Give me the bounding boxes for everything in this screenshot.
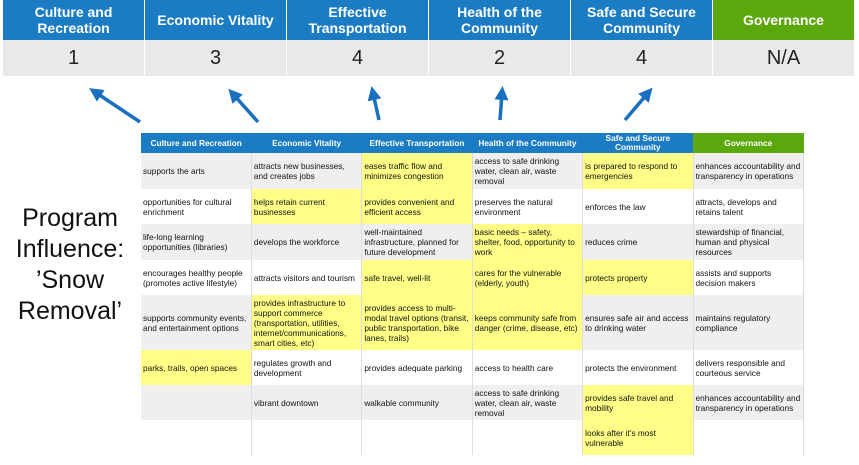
- table-cell: reduces crime: [582, 224, 694, 260]
- summary-value: 4: [571, 40, 713, 76]
- summary-header: Culture and Recreation: [3, 0, 145, 40]
- table-cell: attracts new businesses, and creates job…: [251, 153, 363, 189]
- table-cell: supports the arts: [141, 153, 252, 189]
- column-header: Culture and Recreation: [141, 133, 252, 153]
- table-cell: provides adequate parking: [361, 350, 473, 385]
- table-cell: [141, 385, 252, 420]
- table-cell: [251, 420, 363, 455]
- table-cell: protects property: [582, 260, 694, 295]
- table-cell: life-long learning opportunities (librar…: [141, 224, 252, 260]
- table-cell: provides access to multi-modal travel op…: [361, 295, 473, 350]
- table-cell: eases traffic flow and minimizes congest…: [361, 153, 473, 189]
- table-row: supports the arts attracts new businesses…: [141, 153, 805, 189]
- table-cell: opportunities for cultural enrichment: [141, 189, 252, 224]
- table-cell: supports community events, and entertain…: [141, 295, 252, 350]
- summary-header: Governance: [713, 0, 855, 40]
- summary-header: Safe and Secure Community: [571, 0, 713, 40]
- table-cell: attracts, develops and retains talent: [693, 189, 805, 224]
- arrow-icon: [623, 87, 653, 122]
- table-cell: assists and supports decision makers: [693, 260, 805, 295]
- table-cell: [693, 420, 805, 455]
- table-cell: maintains regulatory compliance: [693, 295, 805, 350]
- table-row: vibrant downtown walkable community access…: [141, 385, 805, 420]
- table-cell: enhances accountability and transparency…: [693, 153, 805, 189]
- table-cell: encourages healthy people (promotes acti…: [141, 260, 252, 295]
- table-row: life-long learning opportunities (librar…: [141, 224, 805, 260]
- summary-value: 4: [287, 40, 429, 76]
- summary-value: 2: [429, 40, 571, 76]
- table-row: encourages healthy people (promotes acti…: [141, 260, 805, 295]
- arrow-icon: [228, 88, 260, 124]
- table-cell: is prepared to respond to emergencies: [582, 153, 694, 189]
- table-cell: looks after it's most vulnerable: [582, 420, 694, 455]
- table-cell: enforces the law: [582, 189, 694, 224]
- table-row: looks after it's most vulnerable: [141, 420, 805, 455]
- arrow-icon: [494, 86, 509, 121]
- influence-table: Culture and Recreation Economic Vitality E…: [141, 133, 805, 455]
- table-cell: cares for the vulnerable (elderly, youth…: [472, 260, 584, 295]
- table-cell: preserves the natural environment: [472, 189, 584, 224]
- table-cell: ensures safe air and access to drinking …: [582, 295, 694, 350]
- summary-value: N/A: [713, 40, 855, 76]
- table-row: opportunities for cultural enrichment hel…: [141, 189, 805, 224]
- table-cell: [361, 420, 473, 455]
- page-title: Program Influence: ’Snow Removal’: [15, 204, 125, 325]
- table-cell: safe travel, well-lit: [361, 260, 473, 295]
- column-header: Effective Transportation: [361, 133, 473, 153]
- table-cell: basic needs – safety, shelter, food, opp…: [472, 224, 584, 260]
- table-cell: walkable community: [361, 385, 473, 420]
- summary-scores: Culture and Recreation Economic Vitality E…: [3, 0, 855, 76]
- table-row: supports community events, and entertain…: [141, 295, 805, 350]
- table-cell: provides safe travel and mobility: [582, 385, 694, 420]
- column-header: Economic Vitality: [251, 133, 362, 153]
- column-header: Governance: [693, 133, 804, 153]
- summary-header: Health of the Community: [429, 0, 571, 40]
- table-cell: provides convenient and efficient access: [361, 189, 473, 224]
- table-cell: helps retain current businesses: [251, 189, 363, 224]
- table-cell: develops the workforce: [251, 224, 363, 260]
- table-cell: parks, trails, open spaces: [141, 350, 252, 385]
- table-cell: protects the environment: [582, 350, 694, 385]
- table-cell: [472, 420, 584, 455]
- arrow-icon: [89, 88, 141, 124]
- summary-value: 3: [145, 40, 287, 76]
- table-cell: access to health care: [472, 350, 584, 385]
- table-cell: attracts visitors and tourism: [251, 260, 363, 295]
- table-cell: vibrant downtown: [251, 385, 363, 420]
- table-row: parks, trails, open spaces regulates grow…: [141, 350, 805, 385]
- table-cell: access to safe drinking water, clean air…: [472, 153, 584, 189]
- table-cell: regulates growth and development: [251, 350, 363, 385]
- summary-header: Economic Vitality: [145, 0, 287, 40]
- column-header: Health of the Community: [472, 133, 583, 153]
- summary-header: Effective Transportation: [287, 0, 429, 40]
- table-cell: well-maintained infrastructure, planned …: [361, 224, 473, 260]
- summary-value: 1: [3, 40, 145, 76]
- arrow-icon: [367, 86, 382, 121]
- table-cell: delivers responsible and courteous servi…: [693, 350, 805, 385]
- table-cell: provides infrastructure to support comme…: [251, 295, 363, 350]
- table-cell: stewardship of financial, human and phys…: [693, 224, 805, 260]
- column-header: Safe and Secure Community: [582, 133, 694, 153]
- table-cell: access to safe drinking water, clean air…: [472, 385, 584, 420]
- table-cell: enhances accountability and transparency…: [693, 385, 805, 420]
- table-cell: keeps community safe from danger (crime,…: [472, 295, 584, 350]
- table-cell: [141, 420, 252, 455]
